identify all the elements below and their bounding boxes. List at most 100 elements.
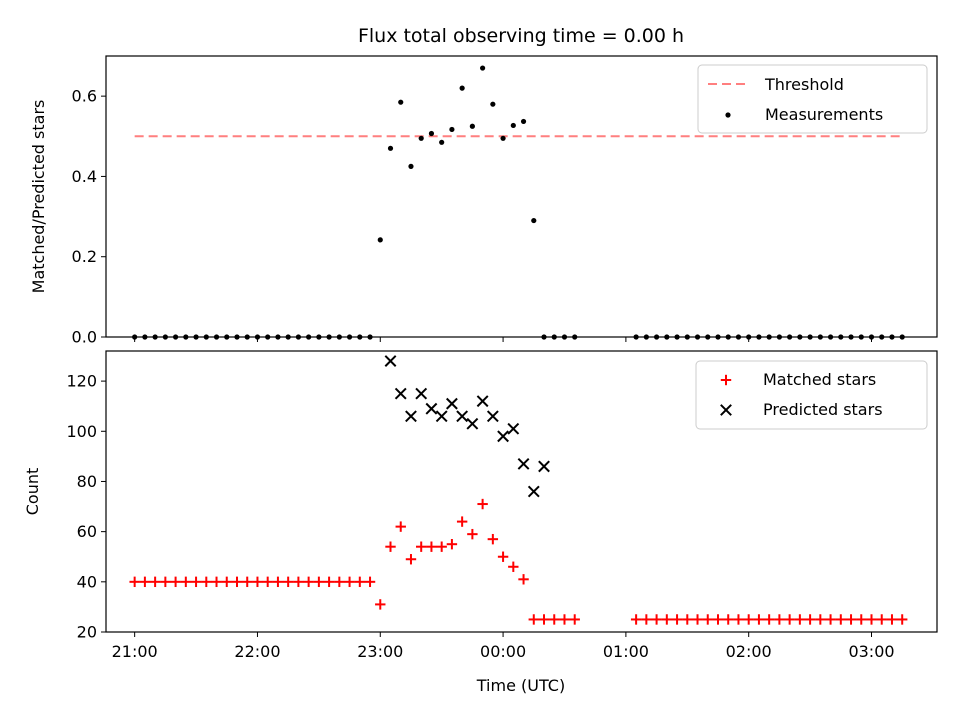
- matched-star-point: [129, 576, 140, 588]
- matched-star-point: [487, 533, 499, 545]
- predicted-star-point-b: [486, 410, 499, 423]
- matched-star-point: [221, 576, 232, 588]
- matched-star-point: [303, 576, 314, 588]
- matched-star-point: [641, 614, 652, 625]
- matched-star-point: [354, 576, 366, 588]
- matched-star-point: [702, 614, 713, 625]
- measurement-point: [418, 135, 424, 141]
- predicted-star-point: [476, 395, 489, 408]
- predicted-star-point-b: [497, 430, 509, 443]
- matched-star-point: [282, 576, 294, 588]
- predicted-star-point: [517, 457, 530, 470]
- matched-star-point: [682, 614, 693, 625]
- top-legend-box: [697, 64, 928, 134]
- predicted-star-point: [425, 402, 438, 415]
- measurement-point: [490, 101, 496, 107]
- top-legend: Threshold Measurements: [697, 64, 928, 134]
- legend-matched-swatch: [720, 374, 732, 386]
- matched-star-point: [630, 614, 642, 625]
- predicted-star-point: [486, 410, 499, 423]
- legend-matched-label: Matched stars: [763, 370, 876, 389]
- bottom-y-tick-label: 120: [66, 372, 97, 391]
- matched-star-point: [886, 614, 898, 625]
- measurement-point: [428, 130, 435, 137]
- top-y-axis-label: Matched/Predicted stars: [29, 100, 48, 294]
- matched-star-point: [456, 516, 468, 527]
- matched-star-point: [794, 614, 806, 625]
- top-y-tick-label: 0.4: [72, 167, 97, 186]
- matched-star-point: [774, 614, 785, 625]
- measurement-point: [449, 126, 455, 133]
- x-tick-label: 22:00: [234, 642, 280, 661]
- matched-star-point: [160, 576, 171, 588]
- matched-star-point: [416, 541, 427, 552]
- matched-star-point: [876, 614, 887, 625]
- matched-star-point: [375, 599, 386, 610]
- legend-predicted-label: Predicted stars: [763, 400, 883, 419]
- matched-star-point: [231, 576, 243, 588]
- matched-star-point: [661, 614, 673, 625]
- top-panel: 0.0 0.2 0.4 0.6 Matched/Predicted stars Thres…: [29, 55, 938, 347]
- matched-star-point: [763, 614, 775, 625]
- measurement-point: [377, 237, 383, 243]
- measurement-point: [500, 135, 506, 141]
- x-tick-label: 00:00: [480, 642, 526, 661]
- matched-star-point: [538, 614, 550, 625]
- matched-star-point: [323, 576, 335, 588]
- matched-star-point: [569, 614, 580, 625]
- predicted-star-point-b: [456, 410, 469, 423]
- matched-star-point: [344, 576, 355, 588]
- x-tick-label: 21:00: [112, 642, 158, 661]
- legend-predicted-swatch-b: [720, 404, 732, 416]
- legend-measurement-label: Measurements: [765, 105, 883, 124]
- predicted-star-point-b: [394, 387, 407, 400]
- matched-star-point: [753, 614, 765, 625]
- predicted-star-point: [384, 355, 397, 367]
- measurement-point: [398, 99, 404, 105]
- matched-star-point: [804, 614, 816, 625]
- matched-star-point: [508, 561, 519, 572]
- predicted-star-point-b: [538, 460, 550, 473]
- matched-star-point: [497, 551, 509, 562]
- top-y-tick-label: 0.2: [72, 247, 97, 266]
- matched-star-point: [712, 614, 724, 625]
- matched-star-point: [692, 614, 703, 625]
- bottom-y-axis-label: Count: [23, 468, 42, 516]
- matched-star-point: [518, 574, 529, 585]
- matched-star-point: [856, 614, 867, 625]
- matched-star-point: [252, 576, 263, 588]
- matched-star-point: [334, 576, 345, 588]
- predicted-star-point: [405, 410, 417, 423]
- matched-star-point: [467, 528, 478, 540]
- matched-star-point: [733, 614, 744, 625]
- bottom-y-tick-label: 20: [77, 623, 97, 642]
- matched-star-point: [385, 541, 396, 552]
- bottom-axes-frame: [105, 350, 938, 633]
- top-y-tick-label: 0.0: [72, 328, 97, 347]
- matched-star-point: [139, 576, 151, 588]
- matched-star-point: [477, 498, 488, 510]
- x-axis-label: Time (UTC): [476, 676, 565, 695]
- matched-star-point: [426, 541, 437, 552]
- predicted-star-point: [497, 430, 509, 443]
- matched-star-point: [835, 614, 847, 625]
- predicted-star-point-b: [425, 402, 438, 415]
- measurement-point: [439, 139, 445, 145]
- matched-star-point: [651, 614, 662, 625]
- matched-star-point: [845, 614, 857, 625]
- matched-star-point: [149, 576, 161, 588]
- measurement-point: [469, 123, 475, 129]
- matched-star-point: [201, 576, 212, 588]
- matched-star-point: [559, 614, 570, 625]
- predicted-star-point: [446, 397, 458, 410]
- matched-star-point: [784, 614, 795, 625]
- measurement-point: [408, 163, 414, 169]
- measurement-point: [531, 217, 537, 224]
- matched-star-point: [723, 614, 734, 625]
- measurement-point: [480, 65, 486, 71]
- predicted-star-point-b: [405, 410, 417, 423]
- matched-star-point: [293, 576, 304, 588]
- bottom-legend-box: [695, 360, 928, 430]
- x-tick-label: 23:00: [357, 642, 403, 661]
- bottom-legend: Matched stars Predicted stars: [695, 360, 928, 430]
